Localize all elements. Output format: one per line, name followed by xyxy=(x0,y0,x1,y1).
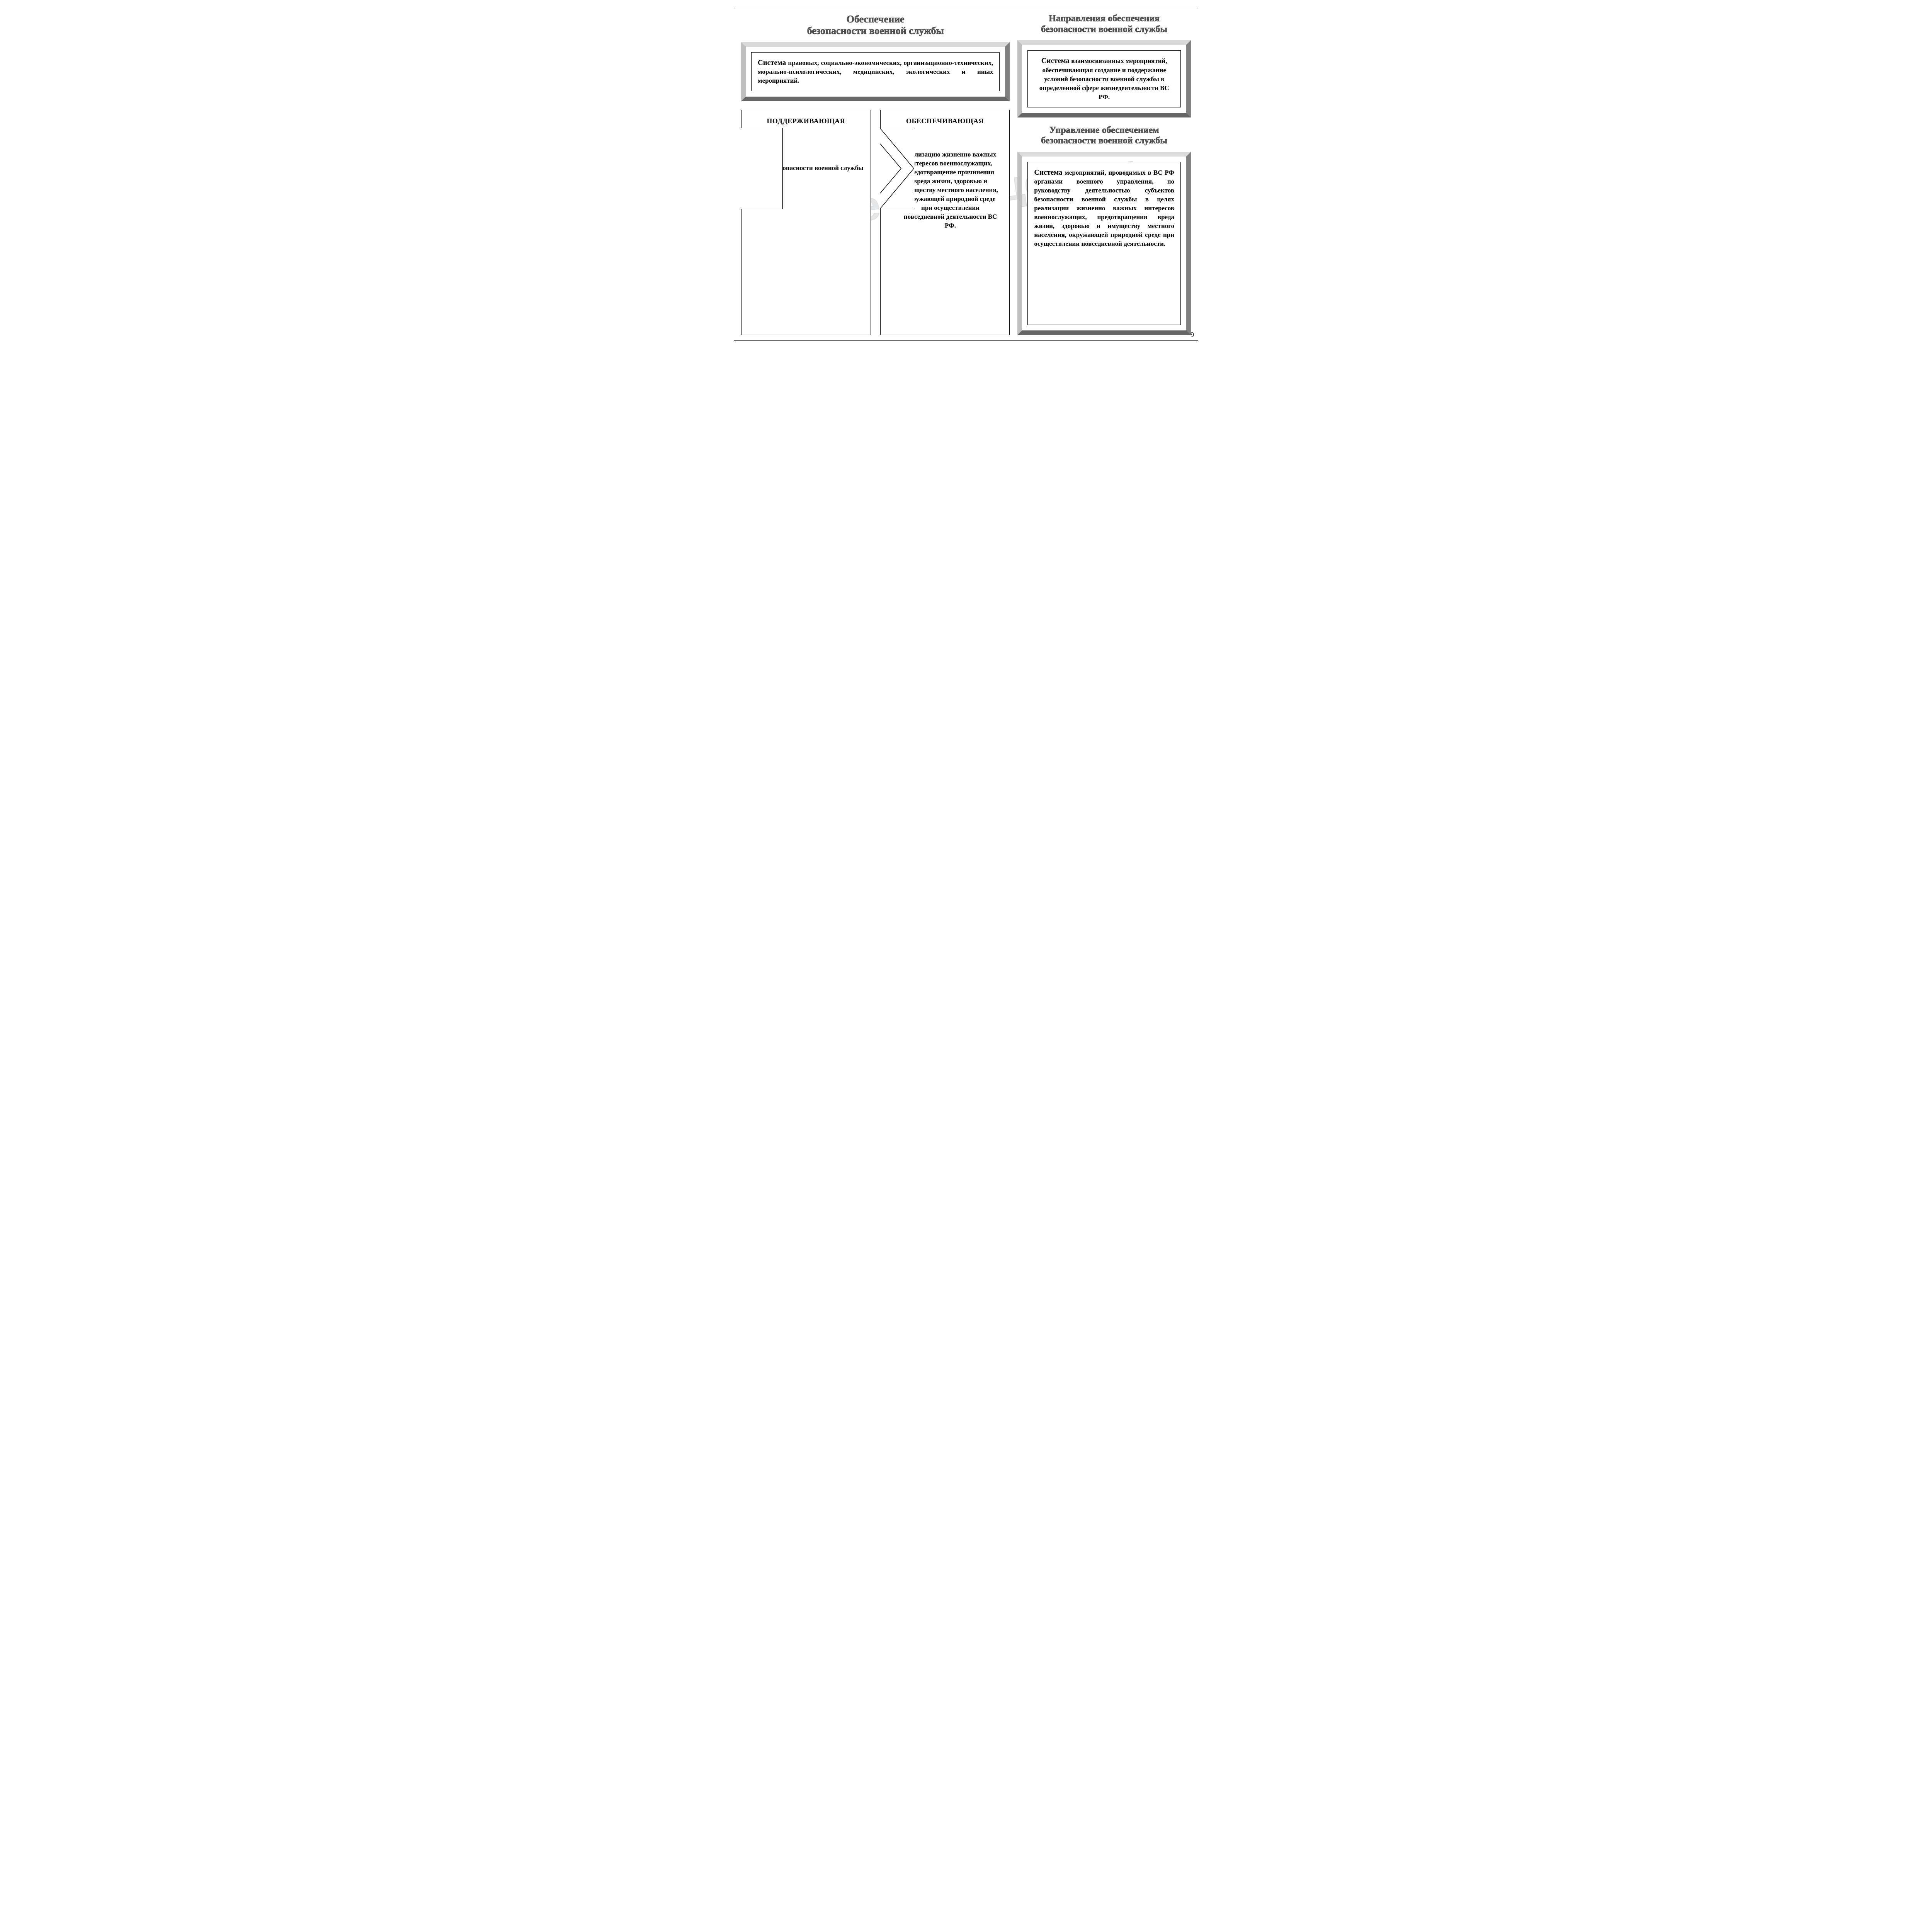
heading-right1-line2: безопасности военной службы xyxy=(1017,24,1191,35)
block-top-left-inner: Система правовых, социально-экономически… xyxy=(751,52,1000,92)
heading-right1-line1: Направления обеспечения xyxy=(1017,14,1191,24)
content-frame: Учебный центр.ру Обеспечение безопасност… xyxy=(734,8,1198,341)
block-bottom-right: Система мероприятий, проводимых в ВС РФ … xyxy=(1017,152,1191,335)
block-bottom-right-text: мероприятий, проводимых в ВС РФ органами… xyxy=(1034,169,1174,247)
heading-left: Обеспечение безопасности военной службы xyxy=(741,14,1010,37)
heading-right-2: Управление обеспечением безопасности вое… xyxy=(1017,125,1191,146)
block-bottom-right-inner: Система мероприятий, проводимых в ВС РФ … xyxy=(1027,162,1181,325)
block-top-right: Система взаимосвязанных мероприятий, обе… xyxy=(1017,40,1191,117)
left-column: Обеспечение безопасности военной службы … xyxy=(741,14,1010,335)
heading-left-line1: Обеспечение xyxy=(741,14,1010,25)
page: Учебный центр.ру Обеспечение безопасност… xyxy=(722,0,1210,345)
block-top-right-lead: Система xyxy=(1041,57,1070,65)
right-column: Направления обеспечения безопасности вое… xyxy=(1017,14,1191,335)
card-supporting-title: ПОДДЕРЖИВАЮЩАЯ xyxy=(748,117,864,125)
page-number: 9 xyxy=(1190,331,1194,339)
row-bottom: ПОДДЕРЖИВАЮЩАЯ условия безопасности воен… xyxy=(741,110,1010,335)
columns: Обеспечение безопасности военной службы … xyxy=(741,14,1191,335)
card-providing-title: ОБЕСПЕЧИВАЮЩАЯ xyxy=(888,117,1003,125)
block-bottom-right-lead: Система xyxy=(1034,168,1062,177)
block-top-left: Система правовых, социально-экономически… xyxy=(741,42,1010,102)
heading-right-1: Направления обеспечения безопасности вое… xyxy=(1017,14,1191,35)
heading-right2-line2: безопасности военной службы xyxy=(1017,136,1191,146)
card-providing-notch xyxy=(880,128,915,209)
block-top-right-inner: Система взаимосвязанных мероприятий, обе… xyxy=(1027,50,1181,107)
heading-right2-line1: Управление обеспечением xyxy=(1017,125,1191,136)
card-supporting: ПОДДЕРЖИВАЮЩАЯ условия безопасности воен… xyxy=(741,110,871,335)
card-providing: ОБЕСПЕЧИВАЮЩАЯ реализацию жизненно важны… xyxy=(880,110,1010,335)
heading-left-line2: безопасности военной службы xyxy=(741,25,1010,37)
card-supporting-notch xyxy=(741,128,783,209)
block-top-left-lead: Система xyxy=(758,59,786,67)
block-top-left-text: правовых, социально-экономических, орган… xyxy=(758,59,993,85)
